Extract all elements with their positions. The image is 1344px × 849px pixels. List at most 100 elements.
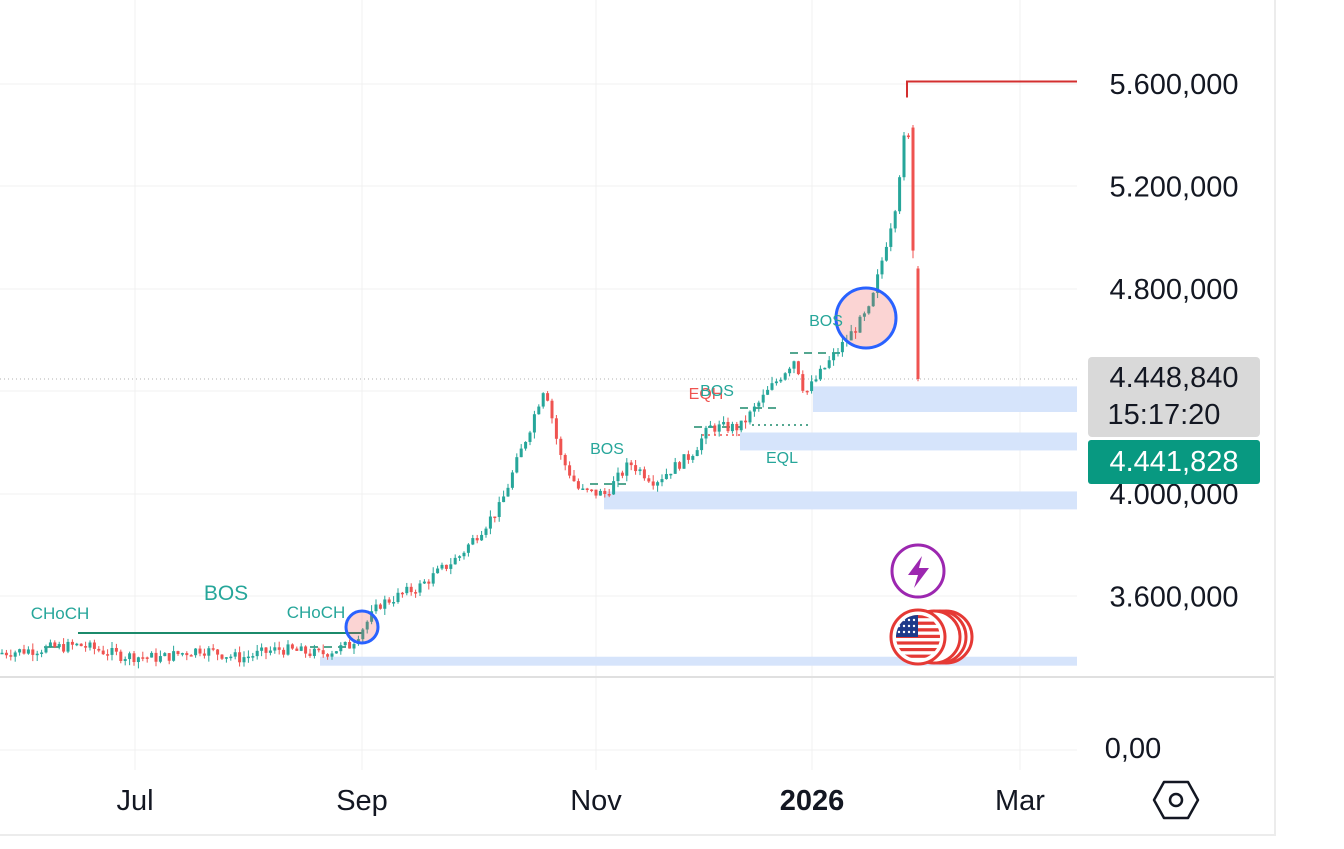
candle-body: [180, 653, 184, 655]
candle-body: [110, 647, 114, 655]
liquidity-zone: [320, 656, 1077, 666]
candle-body: [238, 652, 242, 663]
candle-body: [779, 379, 783, 382]
candle-body: [154, 652, 158, 662]
candle-body: [75, 643, 79, 646]
candle-body: [704, 427, 708, 439]
candle-body: [57, 644, 61, 648]
candle-body: [273, 647, 277, 651]
last-price-box[interactable]: [1088, 356, 1260, 437]
candle-body: [79, 643, 83, 647]
candle-body: [854, 331, 858, 333]
time-tick-label[interactable]: Mar: [995, 785, 1045, 817]
candle-body: [304, 646, 308, 654]
event-icons[interactable]: [889, 543, 1200, 820]
candle-body: [361, 629, 365, 640]
candle-body: [264, 647, 268, 653]
annotation-eqh[interactable]: EQH: [689, 386, 724, 403]
candle-body: [801, 374, 805, 391]
annotation-bos[interactable]: BOS: [809, 313, 843, 330]
candle-body: [572, 475, 576, 482]
candle-body: [506, 487, 510, 497]
candle-body: [317, 648, 321, 651]
candle-body: [810, 381, 814, 392]
candle-body: [612, 481, 616, 495]
time-tick-label[interactable]: Nov: [570, 785, 622, 817]
candle-body: [818, 368, 822, 380]
candle-body: [312, 648, 316, 656]
lightning-icon[interactable]: [890, 543, 946, 599]
candle-body: [462, 552, 466, 557]
candle-body: [638, 469, 642, 472]
candle-body: [788, 368, 792, 374]
candle-body: [880, 260, 884, 275]
settings-hexagon-icon[interactable]: [1152, 780, 1200, 820]
candle-body: [255, 650, 259, 657]
candle-body: [387, 599, 391, 603]
candle-body: [678, 462, 682, 469]
candle-body: [440, 564, 444, 569]
candle-body: [814, 379, 818, 382]
us-flag-icon[interactable]: [889, 608, 974, 666]
candle-body: [475, 538, 479, 541]
candle-body: [651, 481, 655, 486]
time-tick-label[interactable]: Jul: [116, 785, 153, 817]
time-axis[interactable]: Jul Sep Nov 2026 Mar: [116, 785, 1045, 817]
candle-body: [242, 657, 246, 663]
high-line: [906, 80, 1077, 98]
candle-body: [18, 649, 22, 653]
candle-body: [414, 592, 418, 594]
annotation-choch[interactable]: CHoCH: [31, 604, 90, 623]
candle-body: [620, 472, 624, 476]
annotation-bos[interactable]: BOS: [204, 582, 248, 605]
candle-body: [532, 414, 536, 433]
candle-body: [163, 653, 167, 657]
candle-body: [862, 313, 866, 317]
candle-body: [515, 457, 519, 473]
candle-body: [405, 586, 409, 594]
candle-body: [493, 516, 497, 519]
candle-body: [145, 657, 149, 659]
signal-circle: [344, 609, 380, 645]
candle-body: [202, 653, 206, 656]
candle-body: [282, 649, 286, 655]
candle-body: [708, 425, 712, 428]
candle-body: [871, 292, 875, 307]
candle-body: [524, 441, 528, 449]
candle-body: [867, 306, 871, 314]
candle-body: [9, 655, 13, 657]
current-price-badge[interactable]: [1088, 440, 1260, 484]
liquidity-zone: [813, 386, 1077, 412]
candle-body: [400, 592, 404, 595]
candle-body: [783, 373, 787, 380]
candle-body: [766, 389, 770, 395]
candle-body: [114, 647, 118, 652]
candle-body: [31, 649, 35, 655]
time-tick-label[interactable]: Sep: [336, 785, 388, 817]
price-tick-label: 5.600,000: [1109, 69, 1238, 101]
candle-body: [484, 528, 488, 535]
candle-body: [528, 432, 532, 442]
candle-body: [422, 581, 426, 584]
time-tick-label[interactable]: 2026: [780, 785, 845, 817]
candle-body: [537, 406, 541, 415]
annotation-bos[interactable]: BOS: [590, 441, 624, 458]
candle-body: [590, 489, 594, 492]
candle-body: [216, 649, 220, 655]
candle-body: [713, 425, 717, 432]
candle-body: [70, 641, 74, 645]
annotation-eql[interactable]: EQL: [766, 450, 798, 467]
candle-body: [770, 383, 774, 390]
candle-body: [669, 473, 673, 476]
candle-body: [607, 494, 611, 496]
candle-body: [383, 599, 387, 609]
price-axis[interactable]: 5.600,000 5.200,000 4.800,000 4.000,000 3.60…: [1088, 69, 1260, 765]
annotation-choch[interactable]: CHoCH: [287, 603, 346, 622]
signal-circle: [834, 286, 898, 350]
price-tick-label: 4.000,000: [1109, 479, 1238, 511]
annotation-bos[interactable]: BOS: [700, 383, 734, 400]
candle-body: [449, 564, 453, 569]
